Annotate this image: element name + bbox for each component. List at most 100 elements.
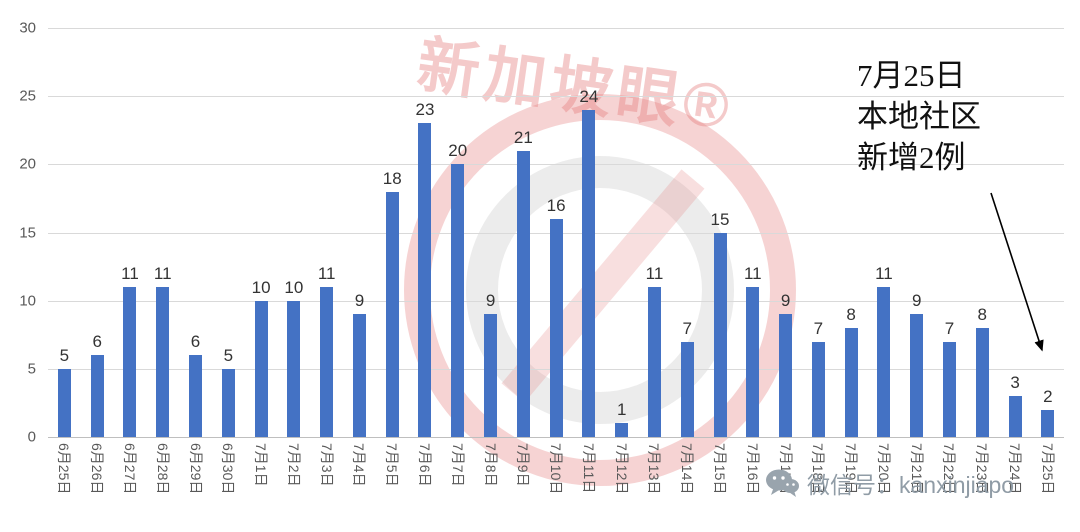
bar-column: 9	[474, 0, 507, 437]
x-tick-label: 7月10日	[548, 443, 565, 495]
bar	[156, 287, 170, 437]
bar-column: 9	[900, 0, 933, 437]
bar-value-label: 5	[59, 345, 70, 365]
bar-column: 18	[376, 0, 409, 437]
x-tick-label: 7月2日	[285, 443, 302, 487]
x-tick-label: 6月25日	[56, 443, 73, 495]
bar-value-label: 24	[579, 86, 599, 106]
bar-value-label: 7	[682, 318, 692, 338]
bar-value-label: 11	[743, 264, 762, 284]
bar-value-label: 9	[780, 291, 791, 311]
y-tick-label: 0	[27, 428, 36, 446]
wechat-icon	[766, 469, 799, 497]
bar	[189, 355, 203, 437]
plot-area: 5 6 11 11 6 5 10 10 11 9 18 23 20 9 21 16 24 1 11 7 15 11 9 7 8 1…	[48, 0, 1064, 437]
bar-value-label: 10	[284, 277, 304, 297]
gridline	[48, 164, 1064, 166]
annotation-line-1: 7月25日	[857, 58, 966, 93]
bar-column: 15	[704, 0, 737, 437]
bar	[254, 300, 268, 437]
bar	[123, 287, 137, 437]
annotation-text: 7月25日 本地社区 新增2例	[857, 56, 981, 179]
x-tick-label: 7月7日	[449, 443, 466, 487]
bar-value-label: 9	[911, 291, 922, 311]
bar	[90, 355, 104, 437]
bar	[975, 327, 989, 437]
bar-value-label: 11	[317, 264, 336, 284]
bar	[647, 287, 661, 437]
bar	[910, 314, 924, 437]
bar	[352, 314, 366, 437]
bar	[1008, 396, 1022, 437]
bar-value-label: 11	[645, 264, 664, 284]
x-tick-label: 7月3日	[318, 443, 335, 487]
bar-value-label: 23	[415, 100, 435, 120]
x-tick-label: 7月5日	[384, 443, 401, 487]
bar-column: 11	[114, 0, 147, 437]
y-tick-label: 10	[19, 292, 36, 310]
bar-column: 6	[179, 0, 212, 437]
x-tick-label: 6月29日	[187, 443, 204, 495]
bar	[320, 287, 334, 437]
bar-value-label: 8	[846, 304, 856, 324]
x-tick-label: 7月12日	[613, 443, 630, 495]
bar-column: 5	[48, 0, 81, 437]
x-tick-label: 7月14日	[679, 443, 696, 495]
bar	[779, 314, 793, 437]
bar	[582, 109, 596, 437]
bar	[746, 287, 760, 437]
bar-value-label: 6	[92, 332, 102, 352]
bar-column: 11	[146, 0, 179, 437]
bar-value-label: 18	[382, 168, 402, 188]
x-tick-label: 7月11日	[580, 443, 597, 494]
bar-value-label: 1	[616, 400, 627, 420]
bar-column: 8	[966, 0, 999, 437]
y-tick-label: 30	[19, 19, 36, 37]
bar-column: 16	[540, 0, 573, 437]
bar-value-label: 11	[875, 264, 893, 284]
bar	[385, 191, 399, 437]
bar	[57, 368, 71, 437]
bar-column: 7	[933, 0, 966, 437]
bar-column: 9	[343, 0, 376, 437]
bar-column: 9	[769, 0, 802, 437]
bar-column: 7	[671, 0, 704, 437]
x-tick-label: 6月26日	[89, 443, 106, 495]
bar	[418, 123, 432, 437]
bar-value-label: 2	[1043, 386, 1053, 406]
bar	[615, 423, 629, 437]
bar-value-label: 8	[977, 304, 987, 324]
bar-column: 3	[999, 0, 1032, 437]
x-tick-label: 7月4日	[351, 443, 368, 487]
bar	[451, 164, 465, 437]
bar	[680, 341, 694, 437]
x-tick-label: 6月27日	[121, 443, 138, 495]
bar-value-label: 11	[121, 264, 139, 284]
bar	[877, 287, 891, 437]
x-tick-label: 7月25日	[1039, 443, 1056, 495]
bar	[844, 327, 858, 437]
bar-column: 20	[441, 0, 474, 437]
bar	[1041, 409, 1055, 437]
wechat-watermark: 微信号：kanxinjiapo	[765, 466, 1014, 500]
gridline	[48, 28, 1064, 29]
bar-column: 5	[212, 0, 245, 437]
y-tick-label: 25	[19, 87, 36, 105]
bar-column: 23	[409, 0, 442, 437]
x-axis-line	[48, 437, 1064, 438]
bar-column: 1	[605, 0, 638, 437]
bar-column: 8	[835, 0, 868, 437]
bar	[484, 314, 498, 437]
bar-value-label: 20	[448, 141, 468, 161]
bar	[713, 232, 727, 437]
bar-column: 21	[507, 0, 540, 437]
bar-value-label: 9	[354, 291, 365, 311]
bar-value-label: 5	[223, 345, 234, 365]
bar	[549, 218, 563, 437]
x-tick-label: 7月6日	[416, 443, 433, 487]
bar-value-label: 16	[546, 195, 566, 215]
annotation-line-3: 新增2例	[857, 139, 966, 175]
x-tick-label: 7月15日	[712, 443, 729, 495]
bar-column: 24	[573, 0, 606, 437]
